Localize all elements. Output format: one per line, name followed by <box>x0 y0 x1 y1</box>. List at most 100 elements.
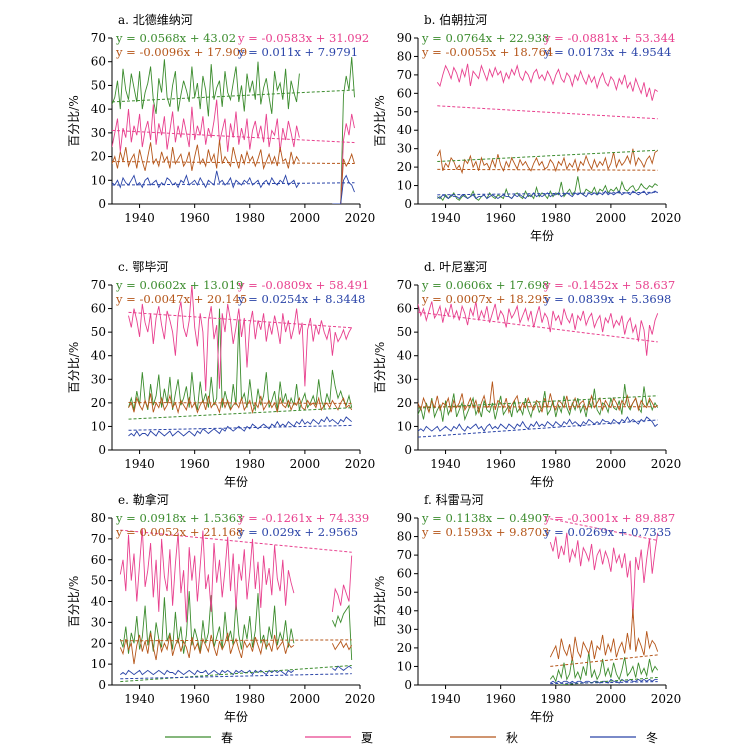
trend-line-夏 <box>437 105 658 120</box>
y-tick-label: 70 <box>91 278 106 292</box>
series-line-冬 <box>550 678 658 684</box>
x-tick-label: 2000 <box>290 457 321 471</box>
panel-3: 0 10 20 30 40 50 60 70 1940 1960 1980 2000 2020 百分比/%… <box>67 260 375 489</box>
x-tick-label: 2020 <box>651 692 682 706</box>
y-tick-label: 20 <box>397 396 412 410</box>
trend-line-秋 <box>437 168 658 171</box>
legend-label-夏: 夏 <box>361 731 373 745</box>
series-line-春 <box>119 591 295 654</box>
trend-line-春 <box>120 665 352 683</box>
plot-area <box>119 528 353 683</box>
y-tick-label: 70 <box>91 532 106 546</box>
y-tick-label: 30 <box>91 615 106 629</box>
y-tick-label: 60 <box>91 302 106 316</box>
x-tick-label: 1960 <box>179 692 210 706</box>
y-tick-label: 80 <box>397 49 412 63</box>
trend-line-秋 <box>128 402 352 404</box>
trend-equation-春: y = 0.1138x − 0.4907 <box>421 511 549 525</box>
x-tick-label: 1960 <box>179 457 210 471</box>
y-tick-label: 0 <box>404 197 412 211</box>
trend-equation-夏: y = -0.0809x + 58.491 <box>237 278 369 292</box>
y-tick-label: 40 <box>91 349 106 363</box>
y-tick-label: 70 <box>397 548 412 562</box>
series-line-冬 <box>332 174 355 204</box>
trend-equation-春: y = 0.0606x + 17.698 <box>421 278 549 292</box>
x-tick-label: 1940 <box>430 211 461 225</box>
y-tick-label: 20 <box>91 636 106 650</box>
x-tick-label: 1960 <box>485 211 516 225</box>
y-tick-label: 0 <box>98 443 106 457</box>
trend-equation-夏: y = -0.0881x + 53.344 <box>543 31 675 45</box>
trend-line-春 <box>437 149 658 163</box>
series-line-春 <box>437 176 658 202</box>
y-tick-label: 40 <box>397 604 412 618</box>
trend-equation-冬: y = 0.011x + 7.9791 <box>237 45 358 59</box>
series-line-夏 <box>112 99 300 152</box>
y-axis-label: 百分比/% <box>373 95 387 146</box>
trend-equation-冬: y = 0.029x + 2.9565 <box>237 525 358 539</box>
trend-equation-冬: y = 0.0254x + 8.3448 <box>237 292 365 306</box>
series-line-夏 <box>332 113 355 204</box>
series-line-夏 <box>436 63 658 101</box>
y-tick-label: 10 <box>91 419 106 433</box>
x-tick-label: 1960 <box>179 211 210 225</box>
x-tick-label: 2020 <box>345 692 376 706</box>
y-tick-label: 20 <box>91 396 106 410</box>
y-axis-label: 百分比/% <box>67 95 81 146</box>
panel-4: 0 10 20 30 40 50 60 70 1940 1960 1980 2000 2020 百分比/%… <box>373 259 681 489</box>
series-line-春 <box>112 59 300 117</box>
series-line-春 <box>332 56 355 204</box>
series-line-冬 <box>112 170 300 189</box>
x-tick-label: 2020 <box>651 211 682 225</box>
trend-line-冬 <box>418 419 658 438</box>
trend-equation-夏: y = -0.0583x + 31.092 <box>237 31 369 45</box>
plot-area <box>112 56 355 204</box>
legend-label-冬: 冬 <box>646 730 658 745</box>
y-tick-label: 0 <box>404 443 412 457</box>
x-tick-label: 1980 <box>235 457 266 471</box>
trend-line-秋 <box>550 654 658 667</box>
series-line-秋 <box>549 608 659 661</box>
y-tick-label: 20 <box>397 160 412 174</box>
x-tick-label: 1980 <box>541 211 572 225</box>
series-line-秋 <box>119 632 295 665</box>
series-line-秋 <box>332 152 355 204</box>
trend-equation-春: y = 0.0602x + 13.019 <box>115 278 243 292</box>
y-tick-label: 10 <box>397 179 412 193</box>
y-tick-label: 60 <box>397 567 412 581</box>
x-tick-label: 2000 <box>596 692 627 706</box>
y-tick-label: 30 <box>91 372 106 386</box>
y-tick-label: 0 <box>98 197 106 211</box>
series-line-夏 <box>549 532 659 619</box>
trend-line-秋 <box>112 161 355 165</box>
y-tick-label: 70 <box>91 31 106 45</box>
y-tick-label: 90 <box>397 31 412 45</box>
panel-title: d. 叶尼塞河 <box>424 259 487 274</box>
plot-area <box>436 63 658 202</box>
y-tick-label: 30 <box>91 126 106 140</box>
legend-label-春: 春 <box>221 731 233 745</box>
trend-equation-秋: y = 0.0007x + 18.295 <box>421 292 549 306</box>
y-axis-label: 百分比/% <box>67 576 81 627</box>
panel-title: f. 科雷马河 <box>424 493 484 507</box>
plot-area <box>549 518 659 685</box>
trend-line-春 <box>128 407 352 420</box>
series-line-冬 <box>120 669 295 676</box>
trend-equation-秋: y = 0.1593x + 9.8703 <box>421 525 549 539</box>
x-tick-label: 2000 <box>290 692 321 706</box>
trend-line-冬 <box>128 424 352 431</box>
trend-equation-夏: y = -0.1261x + 74.339 <box>237 511 369 525</box>
trend-line-冬 <box>120 673 352 680</box>
y-tick-label: 60 <box>91 55 106 69</box>
panel-title: a. 北德维纳河 <box>118 12 193 27</box>
series-line-春 <box>549 651 659 683</box>
plot-area <box>128 285 353 437</box>
x-tick-label: 2020 <box>345 211 376 225</box>
y-tick-label: 60 <box>397 86 412 100</box>
y-tick-label: 50 <box>397 325 412 339</box>
panel-6: 0 10 20 30 40 50 60 70 80 90 1940 1960 1980 2000 2020 百… <box>373 493 681 724</box>
trend-line-秋 <box>120 639 352 642</box>
y-tick-label: 20 <box>91 150 106 164</box>
panel-5: 0 10 20 30 40 50 60 70 80 1940 1960 1980 2000 2020 百分比… <box>67 492 375 724</box>
trend-line-夏 <box>550 518 658 541</box>
